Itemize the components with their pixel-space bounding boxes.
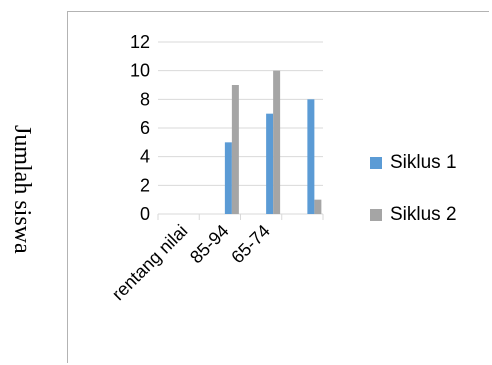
y-tick-label: 8 (140, 89, 150, 109)
y-tick-label: 0 (140, 204, 150, 224)
x-category-label: 65-74 (227, 221, 274, 268)
bar-siklus-1-3 (307, 99, 315, 214)
legend-label-siklus-1: Siklus 1 (390, 152, 457, 173)
legend-label-siklus-2: Siklus 2 (390, 204, 457, 225)
chart-area-frame (67, 11, 489, 363)
y-tick-label: 6 (140, 118, 150, 138)
bar-siklus-2-2 (273, 70, 281, 215)
y-tick-label: 4 (140, 147, 150, 167)
y-tick-label: 2 (140, 175, 150, 195)
bar-siklus-1-2 (266, 113, 274, 214)
y-tick-label: 10 (130, 61, 150, 81)
legend-swatch-siklus-2 (370, 209, 382, 221)
legend-item-siklus-2: Siklus 2 (370, 200, 485, 230)
x-category-label: rentang nilai (108, 221, 191, 304)
bar-siklus-2-1 (231, 85, 239, 214)
legend-swatch-siklus-1 (370, 157, 382, 169)
legend-item-siklus-1: Siklus 1 (370, 148, 485, 178)
bar-siklus-1-1 (224, 142, 232, 214)
y-tick-label: 12 (130, 32, 150, 52)
chart-legend: Siklus 1 Siklus 2 (370, 148, 485, 252)
x-category-label: 85-94 (186, 221, 233, 268)
bar-siklus-2-3 (314, 199, 322, 214)
y-axis-label: Jumlah siswa (9, 125, 35, 254)
